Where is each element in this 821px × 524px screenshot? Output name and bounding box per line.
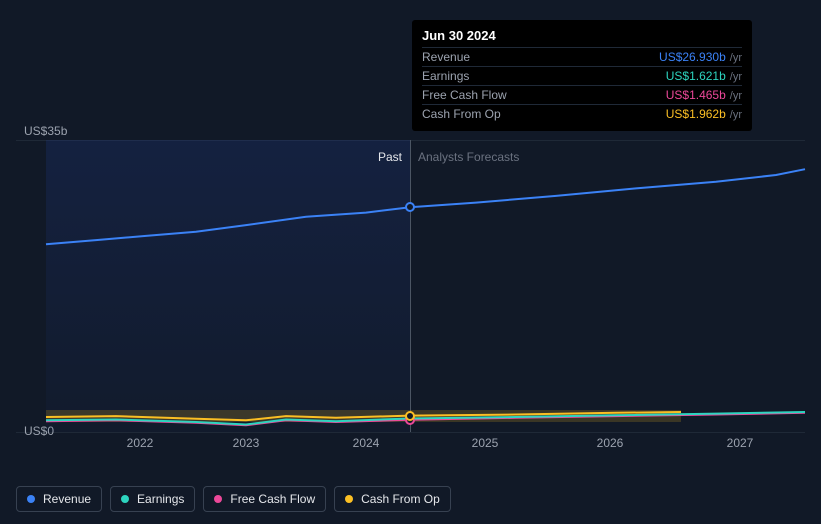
tooltip-row-value: US$1.465b xyxy=(666,88,726,102)
legend-item-label: Cash From Op xyxy=(361,492,440,506)
tooltip-row-unit: /yr xyxy=(730,71,742,83)
legend-dot-icon xyxy=(121,495,129,503)
plot-area[interactable]: Past Analysts Forecasts xyxy=(16,140,805,432)
legend-dot-icon xyxy=(214,495,222,503)
x-axis-ticks: 2022 2023 2024 2025 2026 2027 xyxy=(16,436,805,456)
tooltip-row: Cash From OpUS$1.962b/yr xyxy=(422,104,742,123)
tooltip-row: Free Cash FlowUS$1.465b/yr xyxy=(422,85,742,104)
legend-item-label: Free Cash Flow xyxy=(230,492,315,506)
x-tick-label: 2023 xyxy=(233,436,260,450)
chart-tooltip: Jun 30 2024 RevenueUS$26.930b/yrEarnings… xyxy=(412,20,752,131)
legend-item-cfo[interactable]: Cash From Op xyxy=(334,486,451,512)
chart-legend: Revenue Earnings Free Cash Flow Cash From O… xyxy=(16,486,451,512)
tooltip-row-label: Earnings xyxy=(422,69,666,83)
y-axis-label-max: US$35b xyxy=(24,124,67,138)
chart-lines xyxy=(16,140,805,432)
revenue-marker xyxy=(405,202,415,212)
tooltip-row-value: US$26.930b xyxy=(659,50,726,64)
legend-dot-icon xyxy=(345,495,353,503)
tooltip-row-label: Cash From Op xyxy=(422,107,666,121)
tooltip-row-unit: /yr xyxy=(730,90,742,102)
tooltip-row-unit: /yr xyxy=(730,52,742,64)
legend-item-fcf[interactable]: Free Cash Flow xyxy=(203,486,326,512)
x-tick-label: 2024 xyxy=(353,436,380,450)
revenue-line xyxy=(46,169,805,244)
x-tick-label: 2026 xyxy=(597,436,624,450)
tooltip-row: RevenueUS$26.930b/yr xyxy=(422,47,742,66)
legend-item-revenue[interactable]: Revenue xyxy=(16,486,102,512)
tooltip-row-unit: /yr xyxy=(730,109,742,121)
tooltip-row-label: Free Cash Flow xyxy=(422,88,666,102)
tooltip-row-value: US$1.962b xyxy=(666,107,726,121)
tooltip-title: Jun 30 2024 xyxy=(422,28,742,43)
legend-item-earnings[interactable]: Earnings xyxy=(110,486,195,512)
tooltip-row-value: US$1.621b xyxy=(666,69,726,83)
x-tick-label: 2025 xyxy=(472,436,499,450)
legend-dot-icon xyxy=(27,495,35,503)
cfo-marker xyxy=(405,411,415,421)
legend-item-label: Earnings xyxy=(137,492,184,506)
x-tick-label: 2027 xyxy=(727,436,754,450)
legend-item-label: Revenue xyxy=(43,492,91,506)
gridline xyxy=(16,432,805,433)
tooltip-row: EarningsUS$1.621b/yr xyxy=(422,66,742,85)
x-tick-label: 2022 xyxy=(127,436,154,450)
tooltip-row-label: Revenue xyxy=(422,50,659,64)
